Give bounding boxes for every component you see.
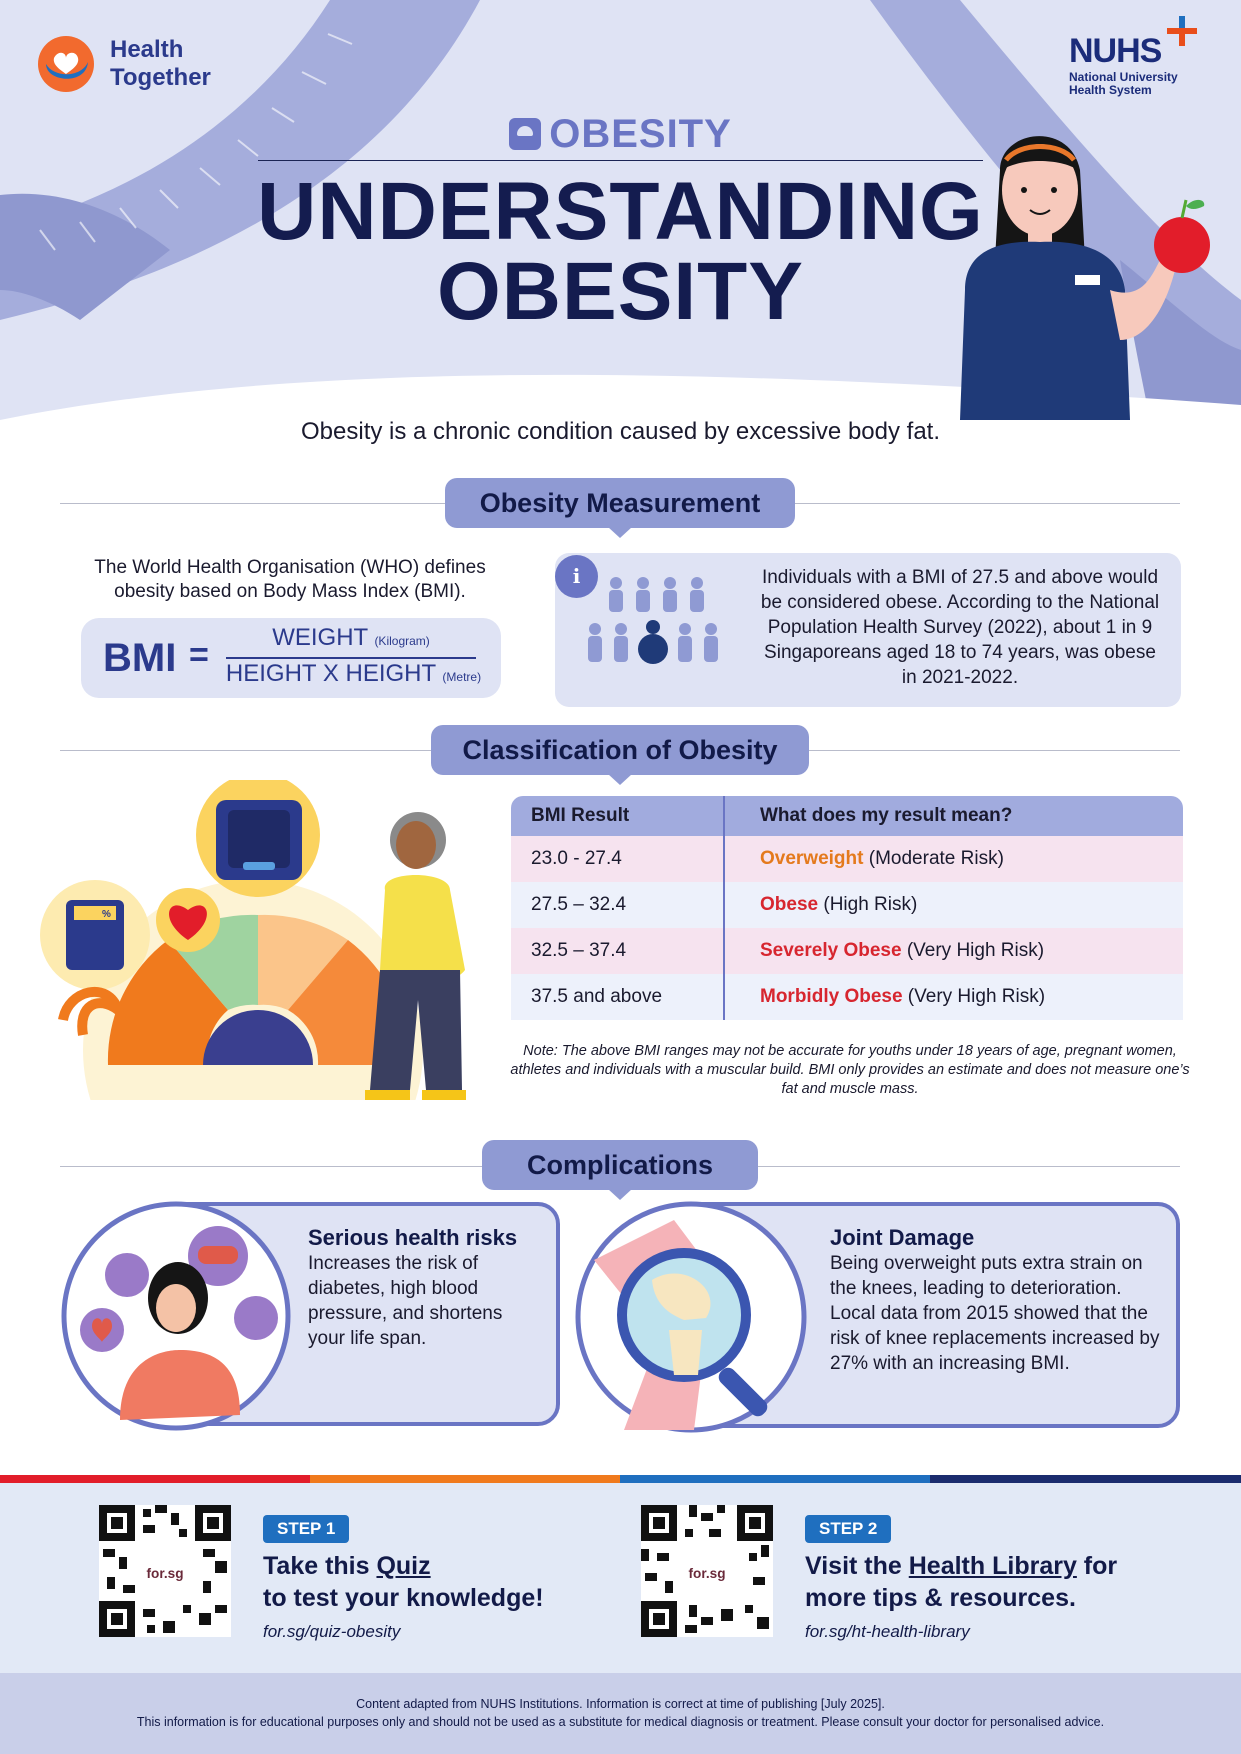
bmi-range: 37.5 and above [511,974,725,1020]
risk-text: (High Risk) [818,894,918,915]
bmi-range: 23.0 - 27.4 [511,836,725,882]
step2-pre: Visit the [805,1552,909,1580]
title-line2: OBESITY [437,246,804,337]
step1-pre: Take this [263,1552,377,1580]
bmi-numerator: WEIGHT (Kilogram) [226,624,476,652]
intro-text: Obesity is a chronic condition caused by… [301,418,940,445]
bmi-label: BMI [103,636,177,680]
kicker: OBESITY [0,112,1241,157]
health-risks-illustration [61,1201,291,1431]
brand-left-line2: Together [110,64,211,91]
stripe-blue [620,1475,930,1483]
bmi-classification-table: BMI Result What does my result mean? 23.… [511,796,1183,1020]
risk-text: (Very High Risk) [902,986,1046,1007]
risk-text: (Very High Risk) [901,940,1045,961]
numerator-unit: (Kilogram) [374,634,430,648]
brand-left-line1: Health [110,36,184,63]
step2-line2: more tips & resources. [805,1584,1076,1612]
joint-damage-text: Being overweight puts extra strain on th… [830,1253,1160,1374]
stripe-orange [310,1475,620,1483]
quiz-link[interactable]: Quiz [376,1552,431,1580]
denominator-text: HEIGHT X HEIGHT [225,660,436,687]
stripe-navy [930,1475,1241,1483]
title-line1: UNDERSTANDING [257,166,984,257]
bmi-denominator: HEIGHT X HEIGHT (Metre) [211,660,496,688]
classification-heading: Classification of Obesity [431,725,809,785]
nuhs-wordmark: NUHS [1069,32,1162,70]
health-together-logo: Health Together [36,34,211,94]
joint-damage-title: Joint Damage [830,1225,975,1250]
page-title: UNDERSTANDING OBESITY [0,166,1241,337]
risk-text: (Moderate Risk) [863,848,1004,869]
bmi-meaning: Overweight (Moderate Risk) [725,836,1183,882]
bmi-equals: = [189,636,209,674]
health-risks-title: Serious health risks [308,1225,518,1250]
term-obese: Obese [760,894,819,915]
bmi-scale-illustration: % [40,780,423,1100]
disclaimer-line2: This information is for educational purp… [136,1715,1105,1729]
table-row: 37.5 and above Morbidly Obese (Very High… [511,974,1183,1020]
disclaimer-line1: Content adapted from NUHS Institutions. … [356,1697,885,1711]
nuhs-sub-line2: Health System [1069,83,1152,97]
stripe-red [0,1475,310,1483]
bmi-meaning: Obese (High Risk) [725,882,1183,928]
complications-heading: Complications [482,1140,758,1200]
health-library-url[interactable]: for.sg/ht-health-library [805,1622,970,1641]
nurse-with-apple-illustration [960,136,1210,420]
quiz-url[interactable]: for.sg/quiz-obesity [263,1622,401,1641]
nuhs-sub-line1: National University [1069,70,1178,84]
heart-swirl-logo-icon [38,36,94,92]
fraction-line [226,657,476,659]
term-morbidly-obese: Morbidly Obese [760,986,903,1007]
info-icon: i [555,555,598,598]
step2-title[interactable]: Visit the Health Library for more tips &… [805,1550,1117,1614]
header-banner: Health Together NUHS National University… [0,0,1241,440]
qr1-label: for.sg [146,1566,183,1581]
weighing-scale-icon [509,118,542,150]
step1-badge: STEP 1 [263,1515,350,1543]
measurement-heading: Obesity Measurement [445,478,795,538]
quiz-qr-code[interactable]: for.sg [99,1505,231,1637]
knee-magnifier-illustration [575,1201,807,1433]
bmi-note: Note: The above BMI ranges may not be ac… [510,1043,1190,1097]
nuhs-cross-icon [1167,16,1197,46]
term-severely-obese: Severely Obese [760,940,902,961]
next-steps-panel: for.sg STEP 1 Take this Quiz to test you… [0,1483,1241,1673]
calculator-percent-label: % [102,909,111,920]
table-row: 23.0 - 27.4 Overweight (Moderate Risk) [511,836,1183,882]
table-row: 27.5 – 32.4 Obese (High Risk) [511,882,1183,928]
title-rule [258,160,983,161]
denominator-unit: (Metre) [442,670,482,684]
term-overweight: Overweight [760,848,864,869]
bmi-meaning: Severely Obese (Very High Risk) [725,928,1183,974]
disclaimer-footer: Content adapted from NUHS Institutions. … [0,1673,1241,1754]
qr2-label: for.sg [688,1566,725,1581]
info-box [555,553,1181,707]
people-icons-illustration [588,577,718,664]
table-header: BMI Result What does my result mean? [511,796,1183,836]
numerator-text: WEIGHT [272,624,368,651]
bmi-range: 27.5 – 32.4 [511,882,725,928]
kicker-text: OBESITY [549,112,732,156]
health-library-link[interactable]: Health Library [908,1552,1077,1580]
health-risks-text: Increases the risk of diabetes, high blo… [308,1253,503,1349]
health-library-qr-code[interactable]: for.sg [641,1505,773,1637]
step2-post: for [1076,1552,1118,1580]
info-text: Individuals with a BMI of 27.5 and above… [760,567,1160,688]
bmi-meaning: Morbidly Obese (Very High Risk) [725,974,1183,1020]
col-header-meaning: What does my result mean? [760,805,1013,826]
woman-illustration [365,812,466,1100]
col-header-bmi: BMI Result [511,796,725,836]
table-row: 32.5 – 37.4 Severely Obese (Very High Ri… [511,928,1183,974]
bmi-range: 32.5 – 37.4 [511,928,725,974]
bmi-formula: BMI = WEIGHT (Kilogram) HEIGHT X HEIGHT … [81,618,501,698]
step1-title[interactable]: Take this Quiz to test your knowledge! [263,1550,544,1614]
who-definition-text: The World Health Organisation (WHO) defi… [94,557,486,602]
step1-line2: to test your knowledge! [263,1584,544,1612]
nuhs-logo: NUHS National University Health System [1069,14,1199,97]
step2-badge: STEP 2 [805,1515,892,1543]
